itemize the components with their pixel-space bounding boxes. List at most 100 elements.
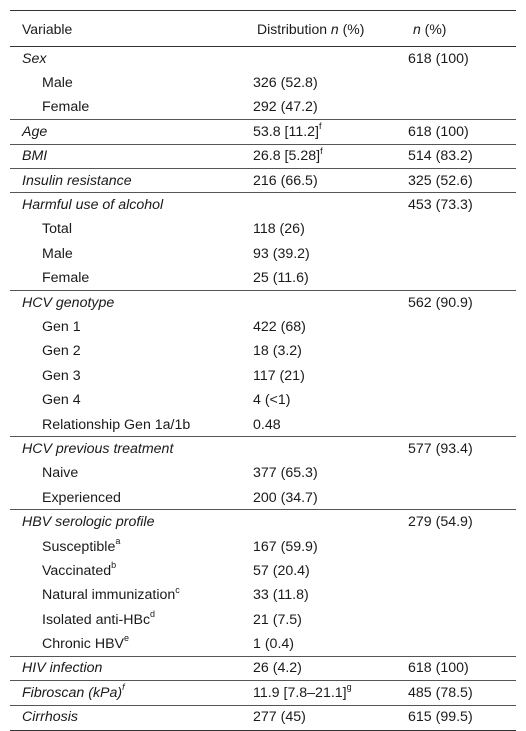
cell-variable: Sex (10, 51, 245, 67)
table-row: BMI 26.8 [5.28]f 514 (83.2) (10, 145, 516, 169)
cell-variable: BMI (10, 148, 245, 164)
cell-distribution: 326 (52.8) (245, 75, 400, 91)
header-distribution-label: Distribution (257, 20, 328, 37)
distribution-value: 25 (11.6) (253, 270, 309, 287)
header-distribution: Distribution n (%) (245, 21, 400, 37)
cell-distribution: 26.8 [5.28]f (245, 146, 400, 165)
variable-label: Gen 1 (42, 318, 81, 335)
distribution-value: 0.48 (253, 416, 281, 433)
distribution-value: 292 (47.2) (253, 99, 318, 116)
table-row: Experienced 200 (34.7) (10, 486, 516, 511)
cell-distribution: 422 (68) (245, 319, 400, 335)
table-row: HIV infection 26 (4.2) 618 (100) (10, 657, 516, 682)
cell-distribution: 117 (21) (245, 368, 400, 384)
header-n-label: n (413, 20, 421, 37)
variable-label: Naive (42, 465, 79, 482)
variable-label: Harmful use of alcohol (22, 197, 164, 214)
table-row: Fibroscan (kPa)f 11.9 [7.8–21.1]g 485 (78.… (10, 681, 516, 706)
cell-n: 485 (78.5) (408, 684, 473, 701)
cell-variable: HBV serologic profile (10, 514, 245, 530)
cell-variable: Female (10, 99, 245, 115)
table-body: Sex 618 (100) Male 326 (52.8) Female 292 (47.… (10, 47, 516, 730)
cell-variable: Natural immunizationc (10, 585, 245, 604)
distribution-value: 422 (68) (253, 318, 306, 335)
cell-n: 618 (100) (408, 50, 469, 67)
table-row: Age 53.8 [11.2]f 618 (100) (10, 120, 516, 145)
cell-distribution: 4 (<1) (245, 392, 400, 408)
data-table: Variable Distribution n (%) n (%) Sex 618… (10, 10, 516, 731)
cell-n: 577 (93.4) (408, 440, 473, 457)
cell-variable: Naive (10, 465, 245, 481)
table-row: Vaccinatedb 57 (20.4) (10, 559, 516, 583)
variable-label: Female (42, 99, 90, 116)
distribution-value: 93 (39.2) (253, 245, 310, 262)
distribution-value: 118 (26) (253, 221, 305, 238)
cell-variable: Cirrhosis (10, 709, 245, 725)
table-row: Gen 2 18 (3.2) (10, 340, 516, 364)
table-row: Natural immunizationc 33 (11.8) (10, 584, 516, 608)
cell-variable: Male (10, 246, 245, 262)
cell-distribution: 25 (11.6) (245, 270, 400, 286)
variable-label: Chronic HBV (42, 636, 125, 653)
footnote-marker: a (115, 535, 121, 546)
footnote-marker: f (122, 682, 125, 693)
cell-variable: Female (10, 270, 245, 286)
distribution-value: 26 (4.2) (253, 660, 302, 677)
variable-label: Gen 3 (42, 367, 81, 384)
table-row: Relationship Gen 1a/1b 0.48 (10, 413, 516, 438)
cell-distribution: 377 (65.3) (245, 465, 400, 481)
header-n-suffix: (%) (420, 20, 447, 37)
variable-label: Vaccinated (42, 562, 112, 579)
variable-label: Age (22, 123, 48, 140)
variable-label: Male (42, 245, 73, 262)
header-variable: Variable (22, 20, 73, 37)
distribution-value: 326 (52.8) (253, 75, 318, 92)
cell-distribution: 11.9 [7.8–21.1]g (245, 682, 400, 701)
cell-n: 453 (73.3) (408, 197, 473, 214)
distribution-value: 4 (<1) (253, 392, 291, 409)
distribution-value: 18 (3.2) (253, 343, 302, 360)
cell-variable: Experienced (10, 490, 245, 506)
cell-distribution: 200 (34.7) (245, 490, 400, 506)
distribution-value: 117 (21) (253, 367, 305, 384)
cell-n: 514 (83.2) (408, 148, 473, 165)
cell-variable: Gen 2 (10, 343, 245, 359)
distribution-value: 53.8 [11.2] (253, 123, 319, 140)
variable-label: HIV infection (22, 660, 103, 677)
cell-distribution: 26 (4.2) (245, 660, 400, 676)
distribution-value: 377 (65.3) (253, 465, 318, 482)
variable-label: Sex (22, 50, 47, 67)
variable-label: Gen 2 (42, 343, 81, 360)
variable-label: Isolated anti-HBc (42, 611, 151, 628)
header-distribution-n: n (330, 20, 339, 37)
footnote-marker: g (346, 682, 352, 693)
cell-variable: Chronic HBVe (10, 634, 245, 653)
distribution-value: 26.8 [5.28] (253, 148, 321, 165)
cell-variable: Vaccinatedb (10, 560, 245, 579)
table-row: Isolated anti-HBcd 21 (7.5) (10, 608, 516, 632)
variable-label: Natural immunization (42, 587, 176, 604)
table-row: Male 93 (39.2) (10, 242, 516, 266)
cell-variable: HCV genotype (10, 295, 245, 311)
variable-label: Cirrhosis (22, 709, 78, 726)
distribution-value: 277 (45) (253, 709, 306, 726)
cell-n: 279 (54.9) (408, 514, 473, 531)
variable-label: Fibroscan (kPa) (22, 684, 123, 701)
cell-variable: Relationship Gen 1a/1b (10, 417, 245, 433)
cell-variable: Age (10, 124, 245, 140)
table-row: Susceptiblea 167 (59.9) (10, 535, 516, 559)
footnote-marker: b (111, 560, 117, 571)
table-row: Gen 1 422 (68) (10, 315, 516, 339)
table-row: Insulin resistance 216 (66.5) 325 (52.6) (10, 169, 516, 194)
cell-distribution: 21 (7.5) (245, 612, 400, 628)
cell-distribution: 57 (20.4) (245, 563, 400, 579)
cell-variable: Harmful use of alcohol (10, 197, 245, 213)
cell-distribution: 93 (39.2) (245, 246, 400, 262)
cell-variable: Gen 3 (10, 368, 245, 384)
table-row: HBV serologic profile 279 (54.9) (10, 510, 516, 534)
cell-variable: HIV infection (10, 660, 245, 676)
distribution-value: 57 (20.4) (253, 562, 310, 579)
variable-label: BMI (22, 148, 48, 165)
distribution-value: 200 (34.7) (253, 489, 318, 506)
table-row: Female 292 (47.2) (10, 96, 516, 121)
